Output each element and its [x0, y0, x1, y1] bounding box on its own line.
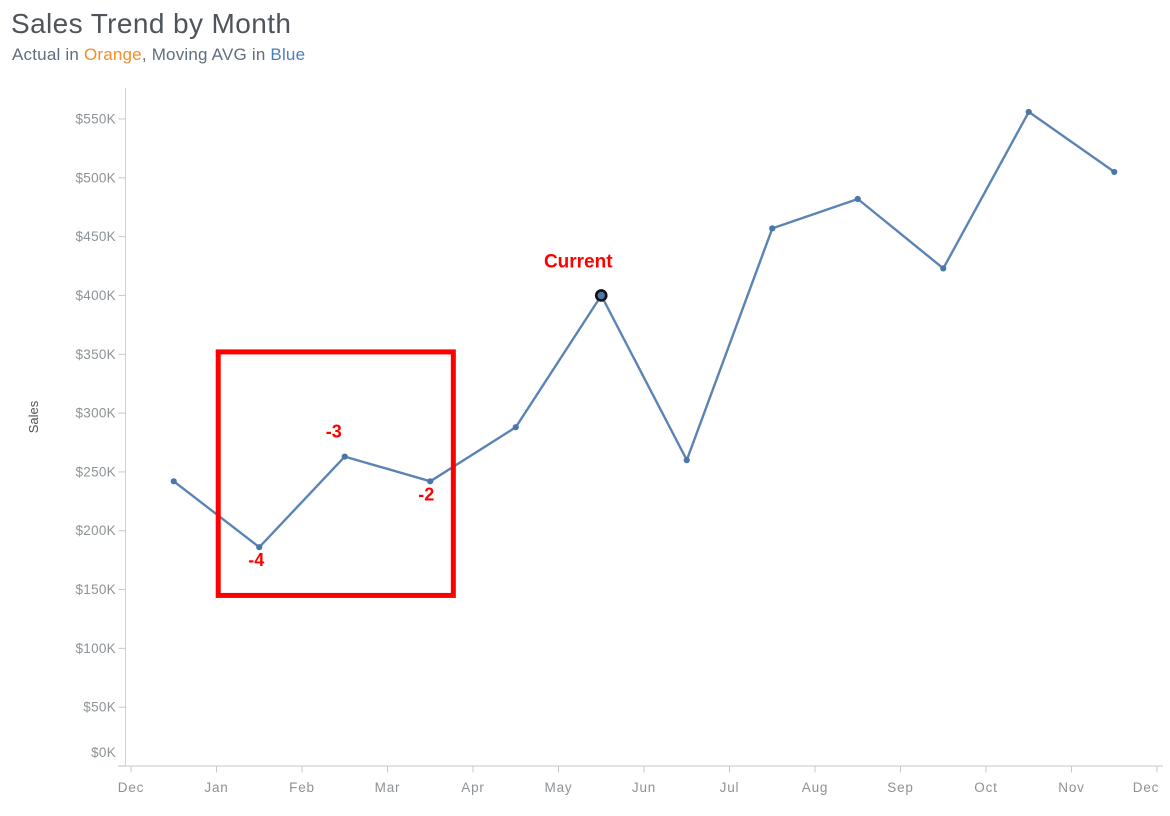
- moving-avg-line: [173, 110, 1115, 549]
- subtitle-part-3: Blue: [270, 45, 306, 64]
- x-axis-tick-label: Aug: [802, 780, 828, 795]
- annotation-current: Current: [544, 251, 613, 272]
- x-axis-tick-label: Jan: [204, 780, 228, 795]
- data-point-mar[interactable]: [427, 478, 434, 485]
- x-axis-tick-label: Mar: [375, 780, 401, 795]
- y-axis-tick-label: $100K: [75, 641, 116, 656]
- data-point-jun[interactable]: [683, 457, 690, 464]
- y-axis-tick-label: $50K: [83, 700, 116, 715]
- x-axis-tick-label: Jul: [720, 780, 740, 795]
- y-axis-tick-label: $500K: [75, 170, 116, 185]
- annotation-2: -2: [418, 484, 434, 504]
- x-axis-tick-label: Sep: [887, 780, 913, 795]
- x-axis-tick-label: Dec: [1133, 780, 1159, 795]
- data-point-aug[interactable]: [854, 195, 861, 203]
- data-point-nov[interactable]: [1111, 168, 1118, 176]
- subtitle-part-0: Actual in: [12, 45, 84, 64]
- y-axis-tick-label: $300K: [75, 406, 116, 421]
- data-point-dec[interactable]: [170, 478, 177, 485]
- data-point-jan[interactable]: [256, 544, 263, 551]
- y-axis-tick-label: $200K: [75, 523, 116, 538]
- subtitle-part-2: , Moving AVG in: [141, 45, 271, 64]
- x-axis-tick-label: Jun: [632, 780, 656, 795]
- subtitle-part-1: Orange: [83, 45, 142, 64]
- y-axis-tick-label: $350K: [75, 347, 116, 362]
- x-axis-tick-label: May: [545, 780, 573, 795]
- y-axis-tick-label: $250K: [75, 464, 116, 479]
- highlight-box: [215, 349, 456, 598]
- y-axis-title: Sales: [26, 400, 41, 433]
- x-axis-tick-label: Nov: [1058, 780, 1084, 795]
- data-point-feb[interactable]: [341, 453, 348, 460]
- y-axis-tick-label: $150K: [75, 582, 116, 597]
- data-point-jul[interactable]: [769, 225, 776, 232]
- current-point-marker[interactable]: [594, 289, 608, 302]
- x-axis-tick-label: Apr: [461, 780, 484, 795]
- x-axis-tick-label: Feb: [289, 780, 315, 795]
- annotation-3: -3: [326, 422, 342, 442]
- data-point-sep[interactable]: [940, 265, 947, 272]
- y-axis-tick-label: $450K: [75, 229, 116, 244]
- x-axis-tick-label: Dec: [118, 780, 144, 795]
- y-axis-tick-label: $550K: [75, 112, 116, 127]
- y-axis-tick-label: $0K: [91, 745, 116, 760]
- y-axis-tick-label: $400K: [75, 288, 116, 303]
- data-point-apr[interactable]: [512, 424, 519, 431]
- data-point-oct[interactable]: [1025, 108, 1032, 116]
- x-axis-tick-label: Oct: [974, 780, 997, 795]
- chart-title: Sales Trend by Month: [11, 8, 292, 39]
- chart-subtitle: Actual in Orange, Moving AVG in Blue: [12, 45, 305, 65]
- annotation-4: -4: [248, 550, 264, 570]
